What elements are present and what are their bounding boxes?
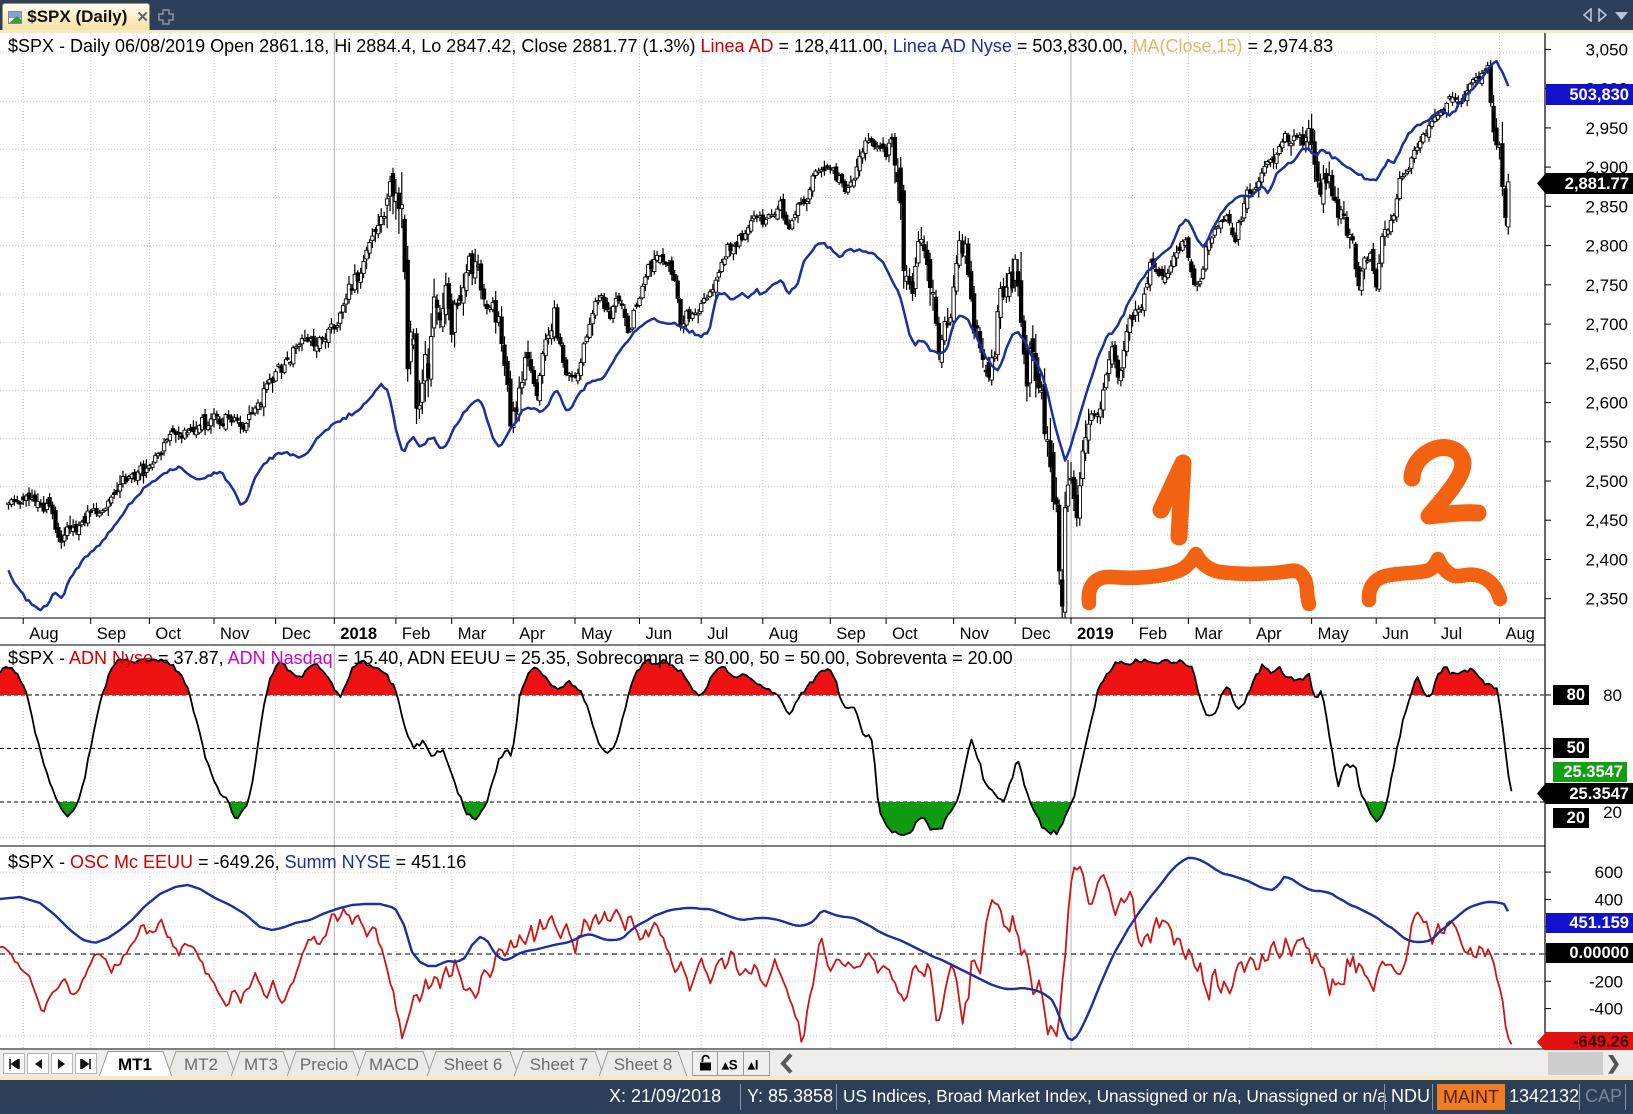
svg-text:MT2: MT2 bbox=[184, 1055, 218, 1074]
svg-text:$SPX - OSC Mc EEUU = -649.26,: $SPX - OSC Mc EEUU = -649.26, Summ NYSE … bbox=[8, 852, 466, 872]
svg-text:Nov: Nov bbox=[220, 625, 250, 643]
svg-text:2,350: 2,350 bbox=[1585, 590, 1628, 609]
svg-text:2,950: 2,950 bbox=[1585, 119, 1628, 138]
svg-text:0.00000: 0.00000 bbox=[1569, 944, 1629, 962]
svg-text:2,900: 2,900 bbox=[1585, 158, 1628, 177]
svg-text:25.3547: 25.3547 bbox=[1563, 763, 1623, 781]
svg-text:2,600: 2,600 bbox=[1585, 394, 1628, 413]
svg-text:25.3547: 25.3547 bbox=[1569, 785, 1629, 803]
svg-text:2,800: 2,800 bbox=[1585, 237, 1628, 256]
svg-text:20: 20 bbox=[1603, 803, 1622, 822]
svg-text:Sheet 7: Sheet 7 bbox=[530, 1055, 589, 1074]
svg-text:2,450: 2,450 bbox=[1585, 511, 1628, 530]
svg-text:Precio: Precio bbox=[300, 1055, 348, 1074]
svg-text:50: 50 bbox=[1567, 739, 1585, 757]
svg-text:May: May bbox=[1318, 625, 1350, 643]
svg-text:Apr: Apr bbox=[519, 625, 545, 643]
svg-text:Sheet 8: Sheet 8 bbox=[614, 1055, 673, 1074]
svg-text:503,830: 503,830 bbox=[1569, 86, 1629, 104]
svg-text:-400: -400 bbox=[1589, 1000, 1623, 1019]
svg-text:600: 600 bbox=[1595, 863, 1623, 882]
svg-text:80: 80 bbox=[1567, 686, 1585, 704]
svg-text:Oct: Oct bbox=[892, 625, 918, 643]
svg-text:Dec: Dec bbox=[1021, 625, 1050, 643]
svg-text:Nov: Nov bbox=[960, 625, 990, 643]
svg-text:▴I: ▴I bbox=[747, 1058, 759, 1073]
svg-text:Sep: Sep bbox=[97, 625, 126, 643]
svg-text:400: 400 bbox=[1595, 890, 1623, 909]
svg-text:2,850: 2,850 bbox=[1585, 197, 1628, 216]
svg-text:Sep: Sep bbox=[836, 625, 865, 643]
svg-text:MT1: MT1 bbox=[118, 1055, 152, 1074]
svg-text:2,700: 2,700 bbox=[1585, 315, 1628, 334]
svg-text:Dec: Dec bbox=[282, 625, 311, 643]
svg-text:Aug: Aug bbox=[29, 625, 58, 643]
svg-text:$SPX - Daily 06/08/2019 Open 2: $SPX - Daily 06/08/2019 Open 2861.18, Hi… bbox=[8, 36, 1333, 56]
svg-text:2,750: 2,750 bbox=[1585, 276, 1628, 295]
svg-text:2018: 2018 bbox=[340, 625, 377, 643]
svg-text:-649.26: -649.26 bbox=[1573, 1033, 1629, 1051]
svg-text:Jun: Jun bbox=[646, 625, 673, 643]
svg-text:2,550: 2,550 bbox=[1585, 433, 1628, 452]
svg-text:Jul: Jul bbox=[1441, 625, 1462, 643]
svg-text:2,650: 2,650 bbox=[1585, 354, 1628, 373]
svg-text:Mar: Mar bbox=[458, 625, 487, 643]
svg-text:20: 20 bbox=[1567, 809, 1585, 827]
svg-text:▴S: ▴S bbox=[721, 1058, 738, 1073]
svg-text:2,881.77: 2,881.77 bbox=[1565, 175, 1629, 193]
svg-text:MT3: MT3 bbox=[244, 1055, 278, 1074]
svg-text:May: May bbox=[581, 625, 613, 643]
svg-text:Oct: Oct bbox=[155, 625, 181, 643]
svg-text:451.159: 451.159 bbox=[1569, 914, 1629, 932]
svg-text:Jun: Jun bbox=[1382, 625, 1409, 643]
svg-text:Feb: Feb bbox=[1139, 625, 1167, 643]
svg-text:80: 80 bbox=[1603, 686, 1622, 705]
svg-text:-200: -200 bbox=[1589, 972, 1623, 991]
svg-text:Apr: Apr bbox=[1256, 625, 1282, 643]
svg-text:Jul: Jul bbox=[707, 625, 728, 643]
svg-text:Sheet 6: Sheet 6 bbox=[444, 1055, 503, 1074]
svg-text:Mar: Mar bbox=[1194, 625, 1223, 643]
svg-text:2,500: 2,500 bbox=[1585, 472, 1628, 491]
svg-text:2019: 2019 bbox=[1077, 625, 1114, 643]
svg-text:Aug: Aug bbox=[769, 625, 798, 643]
svg-text:MACD: MACD bbox=[369, 1055, 419, 1074]
svg-text:Feb: Feb bbox=[402, 625, 430, 643]
svg-text:2,400: 2,400 bbox=[1585, 551, 1628, 570]
svg-text:Aug: Aug bbox=[1506, 625, 1535, 643]
svg-text:$SPX - ADN Nyse = 37.87, ADN N: $SPX - ADN Nyse = 37.87, ADN Nasdaq = 15… bbox=[8, 648, 1013, 668]
svg-text:3,050: 3,050 bbox=[1585, 40, 1628, 59]
